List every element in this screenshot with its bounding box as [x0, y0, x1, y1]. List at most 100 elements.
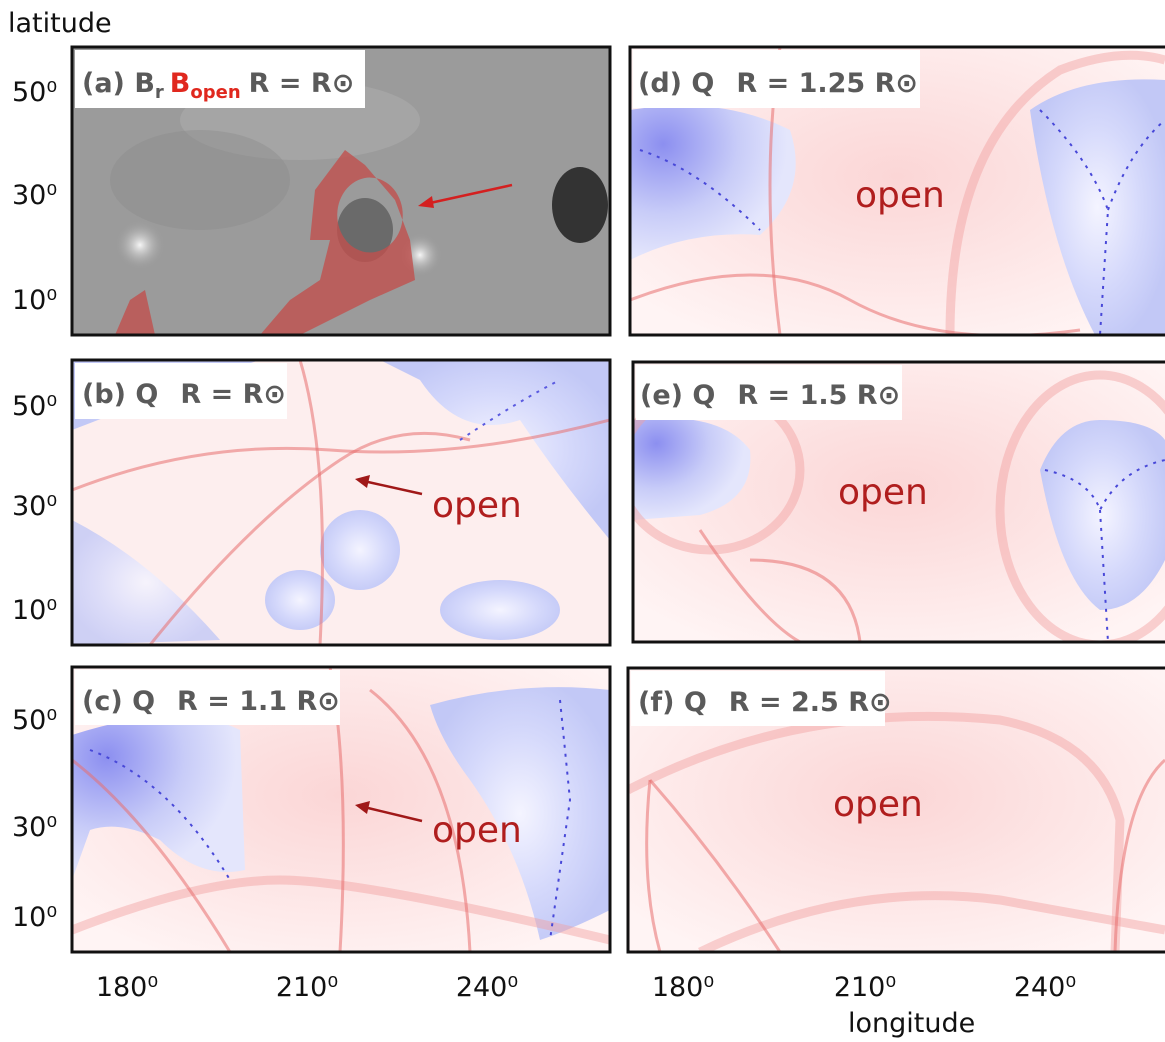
map-shape	[1044, 459, 1165, 642]
title-box	[636, 365, 902, 420]
map-shape	[648, 779, 782, 952]
map-shape	[749, 558, 862, 642]
radius: R = 1.1 R	[177, 686, 317, 717]
quantity: Q	[135, 379, 158, 410]
x-tick-label: 180⁰	[96, 972, 158, 1003]
y-tick-label: 30⁰	[12, 180, 57, 211]
y-tick-label: 10⁰	[12, 595, 57, 626]
map-shape	[367, 806, 423, 823]
map-shape	[260, 150, 415, 335]
map-shape	[1039, 109, 1165, 335]
x-tick-label: 240⁰	[456, 972, 518, 1003]
map-shape	[552, 167, 608, 243]
map-shape	[430, 687, 610, 940]
map-shape	[639, 149, 761, 231]
quantity: Q	[132, 686, 155, 717]
panel-e-map	[633, 362, 1165, 642]
radius: R = 1.5 R	[737, 380, 877, 411]
x-tick-label: 210⁰	[276, 972, 338, 1003]
map-shape	[459, 379, 561, 441]
tick-labels: 50⁰ 30⁰ 10⁰ 50⁰ 30⁰ 10⁰ 50⁰ 30⁰ 10⁰ 180⁰ 210⁰ 240⁰ 1…	[12, 77, 1076, 1003]
map-shape	[148, 431, 471, 645]
tag: (f)	[638, 687, 674, 718]
map-shape	[628, 711, 1125, 952]
tag: (a)	[82, 68, 125, 99]
map-shape	[115, 290, 155, 335]
map-shape	[995, 370, 1165, 642]
overlay-sub: open	[190, 82, 240, 103]
map-shape	[72, 520, 220, 645]
y-tick-label: 50⁰	[12, 705, 57, 736]
map-shape	[698, 529, 801, 642]
map-shape	[380, 360, 610, 540]
x-tick-label: 240⁰	[1014, 972, 1076, 1003]
map-shape	[265, 570, 335, 630]
y-axis-label: latitude	[8, 8, 112, 39]
panel-frame	[70, 665, 612, 954]
panel-frame	[70, 45, 612, 337]
panel-title: (b) Q R = R⊙	[82, 379, 286, 410]
overlay: B	[170, 68, 191, 99]
x-tick-label: 180⁰	[652, 972, 714, 1003]
y-tick-label: 10⁰	[12, 902, 57, 933]
title-box	[75, 670, 340, 725]
map-shape	[72, 875, 610, 945]
annotation: open	[855, 175, 945, 216]
title-box	[631, 671, 885, 726]
panel-title: (a) Br Bopen R = R⊙	[82, 68, 354, 103]
title-box	[75, 50, 365, 108]
map-shape	[429, 183, 513, 205]
map-shape	[1040, 420, 1165, 610]
tag: (d)	[638, 68, 682, 99]
radius: R = R	[180, 379, 263, 410]
panel-frame	[70, 358, 612, 647]
y-tick-label: 10⁰	[12, 285, 57, 316]
annotation: open	[833, 784, 923, 825]
y-tick-label: 30⁰	[12, 491, 57, 522]
map-shape	[698, 891, 1165, 952]
panel-frame	[628, 45, 1165, 337]
map-shape	[633, 418, 751, 520]
title-box	[633, 50, 920, 108]
title-box	[75, 363, 287, 419]
map-shape	[369, 688, 472, 952]
radius: R = R	[249, 68, 332, 99]
quantity: B	[134, 68, 155, 99]
map-shape	[645, 779, 662, 952]
quantity-sub: r	[155, 82, 164, 103]
sun-symbol: ⊙	[869, 687, 892, 718]
sun-symbol: ⊙	[263, 379, 286, 410]
map-shape	[320, 510, 400, 590]
panel-title: (e) Q R = 1.5 R⊙	[640, 380, 900, 411]
sun-symbol: ⊙	[895, 68, 918, 99]
map-shape	[1030, 79, 1165, 335]
x-axis-label: longitude	[848, 1008, 975, 1039]
radius: R = 2.5 R	[729, 687, 869, 718]
map-shape	[549, 699, 572, 941]
map-shape	[115, 220, 165, 270]
annotation: open	[838, 472, 928, 513]
sun-symbol: ⊙	[332, 68, 355, 99]
y-tick-label: 50⁰	[12, 77, 57, 108]
map-shape	[945, 50, 1165, 335]
panel-title: (f) Q R = 2.5 R⊙	[638, 687, 892, 718]
map-shape	[355, 475, 370, 488]
annotation: open	[432, 810, 522, 851]
x-tick-label: 210⁰	[834, 972, 896, 1003]
map-shape	[418, 196, 434, 208]
map-shape	[110, 130, 290, 230]
annotation: open	[432, 485, 522, 526]
map-shape	[367, 480, 423, 496]
radius: R = 1.25 R	[736, 68, 895, 99]
tag: (b)	[82, 379, 126, 410]
panel-frame	[626, 666, 1165, 954]
panel-frame	[631, 360, 1165, 644]
y-tick-label: 30⁰	[12, 812, 57, 843]
map-shape	[630, 105, 796, 260]
map-shape	[72, 758, 232, 952]
tag: (c)	[82, 686, 123, 717]
quantity: Q	[684, 687, 707, 718]
map-shape	[72, 418, 610, 492]
map-shape	[355, 801, 370, 814]
